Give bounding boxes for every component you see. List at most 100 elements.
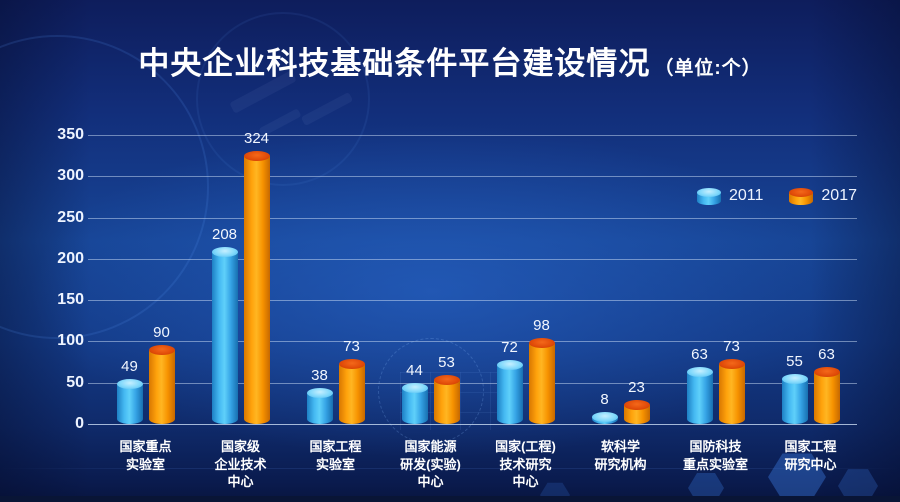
bar-body <box>243 156 270 424</box>
bar-value-label: 73 <box>723 337 740 355</box>
bar-body <box>718 363 745 424</box>
x-axis-category-label: 软科学 研究机构 <box>594 439 647 472</box>
gridline <box>88 424 857 425</box>
bar-2017: 98 <box>528 317 555 424</box>
bar-group: 72 98 <box>478 0 573 424</box>
bar-value-label: 72 <box>501 338 518 356</box>
bar-value-label: 55 <box>786 352 803 370</box>
gridline <box>88 300 857 302</box>
bar-top-cap <box>718 358 745 369</box>
bar-top-cap <box>591 412 618 423</box>
y-axis-tick-label: 350 <box>57 125 84 143</box>
bar-value-label: 208 <box>211 226 238 244</box>
bar-top-cap <box>528 338 555 349</box>
bar-group: 8 23 <box>573 0 668 424</box>
bar-body <box>781 378 808 424</box>
bar-2017: 53 <box>433 354 460 424</box>
x-axis-category-label: 国防科技 重点实验室 <box>682 439 748 472</box>
gridline <box>88 382 857 384</box>
bar-body <box>148 349 175 424</box>
bar-top-cap <box>306 387 333 398</box>
bar-value-label: 44 <box>406 361 423 379</box>
bar-top-cap <box>686 366 713 377</box>
bar-group: 44 53 <box>383 0 478 424</box>
cylinder-swatch-2011-icon <box>697 187 721 205</box>
bar-2017: 73 <box>338 338 365 424</box>
bar-2011: 63 <box>686 346 713 424</box>
bar-2011: 55 <box>781 353 808 424</box>
legend-label-2011: 2011 <box>729 187 764 204</box>
bar-group: 55 63 <box>763 0 858 424</box>
bar-2017: 73 <box>718 338 745 424</box>
bar-top-cap <box>401 382 428 393</box>
bar-2011: 208 <box>211 226 238 424</box>
bar-group: 38 73 <box>288 0 383 424</box>
bar-group: 208 324 <box>193 0 288 424</box>
y-axis-tick-label: 250 <box>57 208 84 226</box>
legend-item-2011: 2011 <box>697 187 763 205</box>
background-hexagon-decoration <box>768 453 826 501</box>
bar-body <box>623 405 650 424</box>
bar-value-label: 324 <box>243 130 270 148</box>
chart-unit-label: （单位:个） <box>654 58 762 79</box>
bar-2011: 49 <box>116 358 143 424</box>
bar-value-label: 98 <box>533 317 550 335</box>
bar-body <box>433 380 460 424</box>
y-axis-tick-label: 100 <box>57 332 84 350</box>
bar-value-label: 73 <box>343 337 360 355</box>
bar-top-cap <box>623 400 650 411</box>
bar-body <box>528 343 555 424</box>
gridline <box>88 134 857 136</box>
bar-top-cap <box>148 344 175 355</box>
bar-body <box>338 363 365 424</box>
legend-item-2017: 2017 <box>789 187 857 205</box>
bar-body <box>401 387 428 424</box>
bar-body <box>686 371 713 424</box>
y-axis-tick-label: 150 <box>57 291 84 309</box>
bar-top-cap <box>243 151 270 162</box>
gridline <box>88 341 857 343</box>
bar-value-label: 23 <box>628 379 645 397</box>
x-axis-category-label: 国家工程 实验室 <box>309 439 362 472</box>
bar-body <box>116 383 143 424</box>
y-axis-tick-label: 50 <box>66 373 84 391</box>
bar-2017: 23 <box>623 379 650 424</box>
x-axis-category-label: 国家级 企业技术 中心 <box>214 439 267 490</box>
bar-2017: 324 <box>243 130 270 424</box>
bar-value-label: 90 <box>153 323 170 341</box>
bar-value-label: 63 <box>691 345 708 363</box>
bar-top-cap <box>116 378 143 389</box>
bar-value-label: 49 <box>121 357 138 375</box>
chart-header: 中央企业科技基础条件平台建设情况 （单位:个） <box>0 38 900 83</box>
bar-2011: 44 <box>401 362 428 424</box>
bar-group: 49 90 <box>98 0 193 424</box>
x-axis-category-label: 国家工程 研究中心 <box>784 439 837 472</box>
x-axis-category-label: 国家能源 研发(实验) 中心 <box>400 439 461 490</box>
bar-2011: 8 <box>591 391 618 424</box>
bar-2017: 63 <box>813 346 840 424</box>
background-arc-decoration <box>196 12 370 186</box>
bar-2011: 38 <box>306 367 333 424</box>
bar-2017: 90 <box>148 324 175 424</box>
y-axis-tick-label: 300 <box>57 167 84 185</box>
bar-top-cap <box>496 359 523 370</box>
bar-body <box>813 371 840 424</box>
y-axis-tick-label: 200 <box>57 249 84 267</box>
y-axis-tick-label: 0 <box>75 415 84 432</box>
background-circuit-line-decoration <box>0 468 900 469</box>
x-axis-category-label: 国家(工程) 技术研究 中心 <box>495 439 556 490</box>
bar-top-cap <box>781 373 808 384</box>
gridline <box>88 176 857 178</box>
background-dashed-circle-decoration <box>378 338 484 444</box>
bar-value-label: 8 <box>600 391 609 409</box>
gridline <box>88 258 857 260</box>
x-axis-category-label: 国家重点 实验室 <box>119 439 172 472</box>
legend-label-2017: 2017 <box>821 187 857 204</box>
bar-value-label: 63 <box>818 345 835 363</box>
bar-top-cap <box>338 358 365 369</box>
bar-value-label: 38 <box>311 366 328 384</box>
bottom-edge-strip <box>0 496 900 502</box>
bar-2011: 72 <box>496 339 523 424</box>
